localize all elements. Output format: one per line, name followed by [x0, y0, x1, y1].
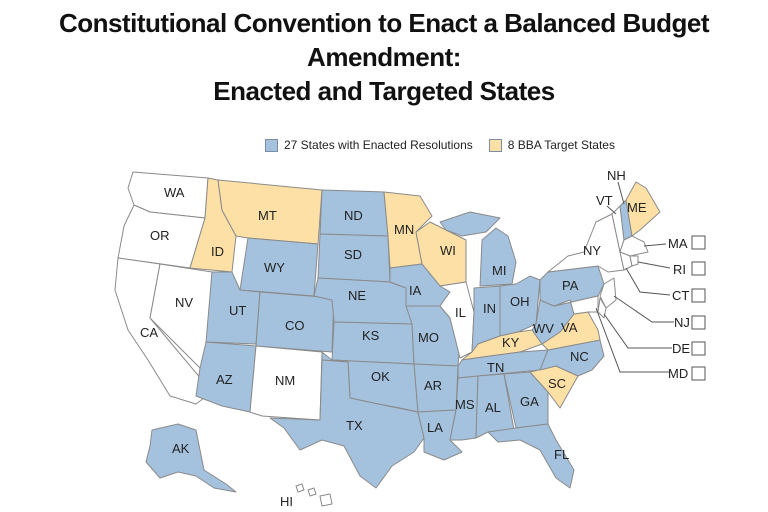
label-ia: IA — [409, 283, 422, 298]
label-nh: NH — [607, 168, 626, 183]
label-nv: NV — [175, 295, 193, 310]
state-mi — [479, 227, 517, 287]
leader-nh — [617, 181, 625, 205]
label-ky: KY — [502, 335, 520, 350]
state-ga — [503, 371, 549, 429]
label-wy: WY — [264, 260, 285, 275]
state-de — [597, 297, 607, 319]
leader-md — [595, 307, 670, 373]
label-nj: NJ — [674, 315, 690, 330]
label-or: OR — [150, 228, 170, 243]
leader-nj — [613, 295, 674, 323]
state-ak — [145, 423, 237, 493]
label-ma: MA — [668, 236, 688, 251]
label-vt: VT — [596, 193, 613, 208]
label-mo: MO — [418, 330, 439, 345]
label-in: IN — [483, 301, 496, 316]
label-ca: CA — [140, 325, 158, 340]
title-line-1: Constitutional Convention to Enact a Bal… — [58, 8, 710, 72]
label-id: ID — [211, 244, 224, 259]
label-tx: TX — [346, 418, 363, 433]
leader-ri — [637, 261, 671, 269]
legend: 27 States with Enacted Resolutions 8 BBA… — [265, 135, 631, 155]
state-labels: WA OR CA NV ID MT WY UT CO AZ NM ND SD N… — [140, 168, 690, 509]
state-il — [439, 281, 475, 359]
label-wv: WV — [533, 321, 554, 336]
legend-item-target: 8 BBA Target States — [488, 138, 615, 152]
label-oh: OH — [510, 294, 530, 309]
label-mn: MN — [394, 222, 414, 237]
label-ak: AK — [172, 441, 190, 456]
box-de — [691, 341, 706, 356]
state-nj — [599, 277, 617, 309]
label-me: ME — [627, 200, 647, 215]
label-va: VA — [561, 320, 578, 335]
label-ga: GA — [520, 394, 539, 409]
label-sc: SC — [548, 376, 566, 391]
state-mi-upper — [439, 211, 501, 237]
legend-swatch-target — [488, 138, 502, 152]
label-nm: NM — [275, 373, 295, 388]
label-tn: TN — [487, 360, 504, 375]
label-sd: SD — [344, 247, 362, 262]
state-nm — [249, 345, 323, 421]
label-az: AZ — [216, 372, 233, 387]
label-mt: MT — [258, 208, 277, 223]
label-co: CO — [285, 318, 305, 333]
label-de: DE — [672, 341, 690, 356]
label-mi: MI — [492, 263, 506, 278]
state-fl — [487, 423, 575, 489]
label-ks: KS — [362, 328, 380, 343]
label-pa: PA — [562, 278, 579, 293]
box-ct — [691, 288, 706, 303]
title-line-2: Enacted and Targeted States — [213, 76, 555, 106]
label-ri: RI — [673, 262, 686, 277]
label-ar: AR — [424, 378, 442, 393]
box-ma — [691, 235, 706, 250]
label-ut: UT — [229, 303, 246, 318]
legend-swatch-enacted — [265, 138, 278, 152]
leader-vt — [606, 205, 617, 215]
label-nd: ND — [344, 208, 363, 223]
label-ct: CT — [672, 288, 689, 303]
box-md — [691, 366, 706, 381]
state-hi-3 — [319, 493, 333, 507]
box-nj — [691, 315, 706, 330]
state-hi-2 — [307, 487, 317, 497]
label-al: AL — [485, 400, 501, 415]
leader-de — [603, 313, 672, 349]
label-ne: NE — [348, 288, 366, 303]
leader-ct — [625, 267, 671, 296]
label-ny: NY — [583, 243, 601, 258]
label-il: IL — [455, 305, 466, 320]
state-tx — [269, 359, 425, 489]
label-wa: WA — [164, 185, 185, 200]
state-wi — [415, 221, 467, 287]
legend-item-enacted: 27 States with Enacted Resolutions — [265, 138, 473, 152]
label-ok: OK — [371, 369, 390, 384]
map-title: Constitutional Convention to Enact a Bal… — [0, 6, 768, 108]
leader-ma — [643, 243, 667, 247]
legend-label-enacted: 27 States with Enacted Resolutions — [284, 138, 473, 152]
label-md: MD — [668, 366, 688, 381]
label-hi: HI — [280, 494, 293, 509]
state-ri — [629, 255, 639, 267]
label-wi: WI — [440, 243, 456, 258]
label-nc: NC — [570, 349, 589, 364]
label-ms: MS — [455, 397, 475, 412]
box-ri — [691, 261, 706, 276]
state-md — [553, 295, 599, 315]
state-hi-1 — [295, 483, 305, 493]
label-la: LA — [427, 420, 443, 435]
legend-label-target: 8 BBA Target States — [507, 138, 615, 152]
label-fl: FL — [554, 447, 569, 462]
